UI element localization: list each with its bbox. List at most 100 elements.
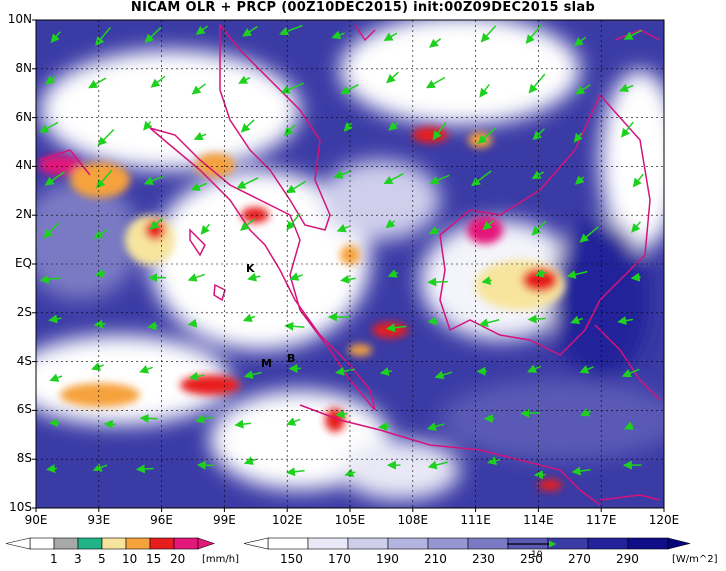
precip-colorbar-label: 15	[146, 552, 162, 566]
wind-arrow	[571, 466, 591, 476]
wind-arrow	[427, 460, 448, 470]
wind-arrow	[631, 221, 641, 233]
olr-colorbar-swatch	[347, 537, 389, 550]
precip-colorbar-swatch	[77, 537, 103, 550]
lat-label: 2S	[16, 304, 32, 319]
wind-arrow	[49, 373, 63, 382]
wind-arrow	[479, 83, 490, 98]
wind-arrow	[187, 318, 198, 328]
wind-arrow	[144, 27, 162, 43]
wind-arrow	[188, 371, 205, 381]
olr-colorbar-swatch	[307, 537, 349, 550]
wind-arrow	[103, 419, 116, 429]
precip-colorbar-high-end	[197, 537, 215, 550]
wind-vectors	[39, 24, 644, 480]
wind-arrow	[242, 313, 256, 323]
wind-arrow	[187, 273, 205, 282]
map-title: NICAM OLR + PRCP (00Z10DEC2015) init:00Z…	[130, 0, 596, 15]
wind-arrow	[427, 316, 438, 326]
lat-lon-grid	[36, 20, 664, 508]
wind-arrow	[480, 25, 497, 43]
lon-label: 108E	[397, 513, 429, 527]
wind-arrow	[149, 217, 164, 230]
wind-arrow	[50, 31, 61, 44]
lat-label: 8S	[16, 451, 32, 466]
wind-arrow	[385, 323, 407, 333]
wind-arrow	[426, 422, 445, 431]
wind-arrow	[335, 409, 348, 419]
wind-arrow	[143, 120, 153, 131]
lon-label: 117E	[585, 513, 617, 527]
wind-arrow	[527, 314, 546, 324]
wind-arrow	[96, 169, 113, 189]
wind-arrow	[619, 83, 634, 93]
wind-arrow	[92, 463, 108, 472]
wind-arrow	[93, 319, 106, 329]
wind-arrow	[336, 223, 349, 233]
olr-colorbar-high-end	[667, 537, 691, 550]
wind-arrow	[139, 413, 158, 423]
wind-arrow	[193, 131, 207, 141]
wind-arrow	[191, 83, 206, 95]
precip-colorbar-low-end	[5, 537, 31, 550]
wind-arrow	[284, 321, 305, 331]
wind-arrow	[139, 365, 153, 374]
lat-label: 2N	[15, 207, 32, 222]
precip-colorbar-swatch	[29, 537, 55, 550]
wind-arrow	[286, 417, 301, 426]
wind-arrow	[333, 170, 352, 179]
olr-unit: [W/m^2]	[672, 554, 718, 565]
olr-colorbar-label: 190	[376, 552, 399, 566]
wind-arrow	[240, 119, 255, 133]
wind-arrow	[482, 219, 494, 231]
lon-label: 99E	[212, 513, 236, 527]
wind-arrow	[143, 175, 164, 185]
wind-arrow	[617, 316, 634, 325]
lon-label: 105E	[334, 513, 366, 527]
wind-arrow	[383, 32, 398, 41]
wind-arrow	[385, 219, 396, 229]
wind-arrow	[94, 268, 106, 278]
lat-label: 4N	[15, 158, 32, 173]
wind-arrow	[286, 212, 301, 231]
lon-label: 102E	[271, 513, 303, 527]
wind-arrow	[283, 124, 296, 137]
lon-label: 114E	[523, 513, 554, 527]
wind-arrow	[532, 128, 545, 141]
wind-arrow	[331, 30, 345, 40]
wind-arrow	[386, 71, 399, 84]
wind-arrow	[575, 84, 591, 95]
place-marker-b: B	[287, 352, 296, 365]
lat-label: 6S	[16, 402, 32, 417]
olr-colorbar-label: 150	[280, 552, 303, 566]
wind-arrow	[428, 38, 442, 48]
wind-arrow	[527, 364, 542, 373]
wind-arrow	[566, 270, 588, 279]
olr-colorbar-label: 290	[616, 552, 639, 566]
precip-colorbar-label: 1	[50, 552, 58, 566]
wind-arrow	[236, 177, 259, 189]
wind-arrow	[240, 218, 255, 231]
wind-arrow	[525, 24, 542, 44]
wind-arrow	[289, 272, 304, 281]
lat-label: 10S	[9, 500, 32, 514]
wind-arrow	[280, 82, 304, 94]
wind-arrow	[93, 228, 109, 239]
wind-arrow	[429, 174, 450, 185]
olr-colorbar-swatch	[627, 537, 669, 550]
precip-colorbar-swatch	[125, 537, 151, 550]
wind-arrow	[339, 274, 356, 284]
place-marker-m: M	[261, 357, 272, 370]
wind-arrow	[379, 367, 392, 376]
wind-arrow	[520, 408, 541, 418]
wind-arrow	[434, 370, 453, 380]
wind-arrow	[243, 370, 262, 380]
wind-arrow	[242, 25, 258, 37]
wind-arrow	[88, 77, 107, 89]
olr-colorbar-swatch	[267, 537, 309, 550]
wind-arrow	[343, 122, 354, 132]
precip-colorbar-swatch	[149, 537, 175, 550]
wind-arrow	[579, 226, 599, 243]
olr-colorbar-label: 170	[328, 552, 351, 566]
